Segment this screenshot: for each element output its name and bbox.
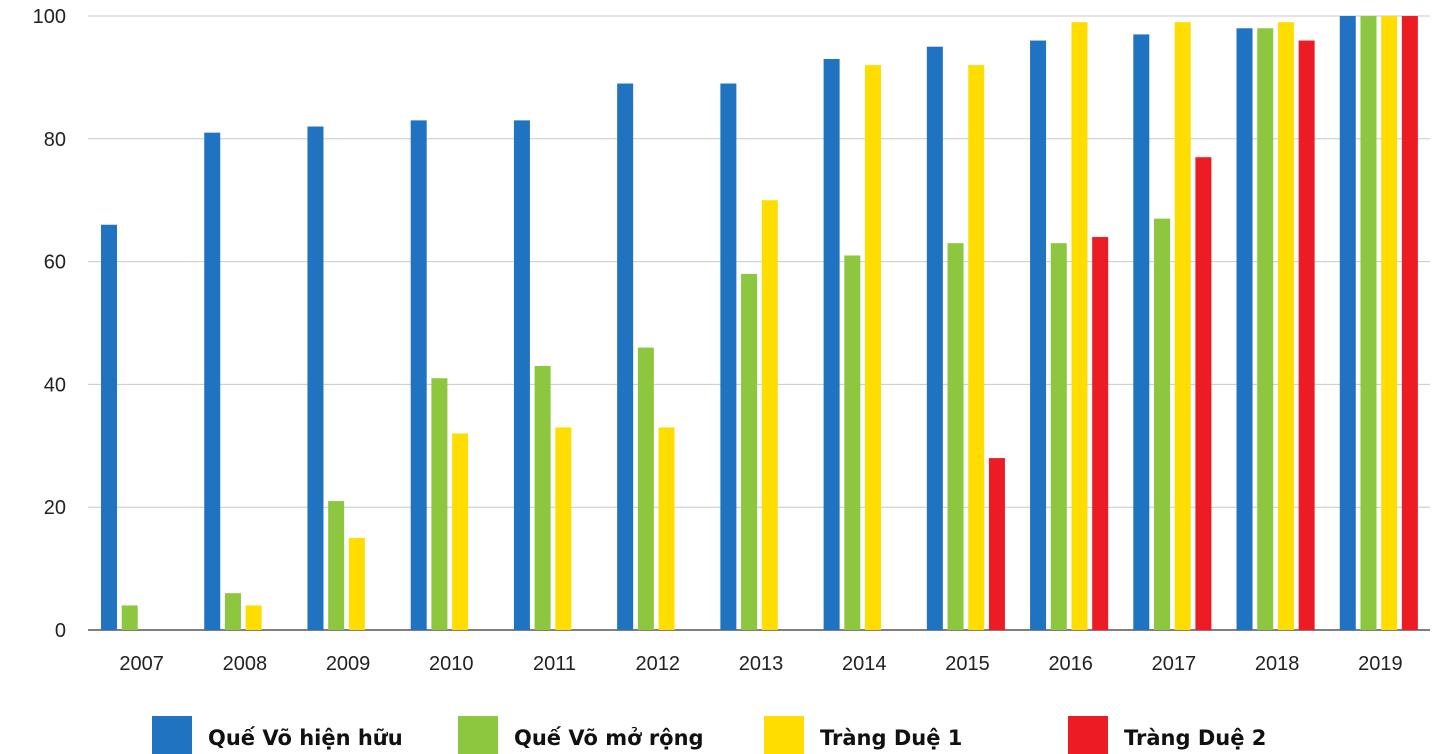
legend-label: Tràng Duệ 1 (820, 726, 962, 750)
bar-3-2010 (452, 433, 469, 630)
legend-label: Quế Võ mở rộng (514, 726, 704, 750)
bar-2-2014 (844, 255, 861, 630)
legend-item-1: Quế Võ hiện hữu (152, 716, 403, 754)
x-tick-label: 2019 (1358, 653, 1403, 675)
x-tick-label: 2009 (326, 653, 371, 675)
bars (101, 16, 1418, 631)
y-tick-label: 40 (44, 374, 66, 396)
y-tick-label: 20 (44, 497, 66, 519)
bar-2-2015 (947, 243, 964, 630)
bar-1-2016 (1030, 40, 1047, 631)
x-tick-label: 2016 (1048, 653, 1093, 675)
bar-1-2018 (1236, 28, 1253, 630)
legend-item-2: Quế Võ mở rộng (458, 716, 704, 754)
bar-2-2017 (1154, 218, 1171, 630)
y-tick-label: 60 (44, 252, 66, 274)
bar-1-2013 (720, 83, 737, 631)
bar-2-2011 (534, 365, 551, 630)
bar-1-2008 (204, 132, 221, 630)
bar-4-2017 (1195, 157, 1212, 630)
legend: Quế Võ hiện hữu Quế Võ mở rộng Tràng Duệ 1… (152, 716, 1266, 754)
x-axis-ticks: 2007 2008 2009 2010 2011 2012 2013 2014 2015 2016… (119, 653, 1402, 675)
bar-3-2014 (865, 65, 882, 631)
bar-1-2009 (307, 126, 324, 631)
bar-1-2012 (617, 83, 634, 631)
legend-label: Tràng Duệ 2 (1124, 726, 1266, 750)
bar-1-2017 (1133, 34, 1150, 631)
bar-2-2018 (1257, 28, 1274, 630)
bar-1-2011 (513, 120, 530, 630)
y-tick-label: 80 (44, 129, 66, 151)
bar-4-2016 (1092, 237, 1109, 631)
bar-3-2016 (1071, 22, 1088, 630)
legend-swatch (764, 716, 804, 754)
bar-2-2010 (431, 378, 448, 630)
bar-2-2013 (741, 273, 758, 630)
y-tick-label: 100 (33, 6, 66, 28)
bar-1-2015 (926, 46, 943, 630)
y-axis-ticks: 0 20 40 60 80 100 (33, 6, 66, 642)
x-tick-label: 2017 (1152, 653, 1197, 675)
legend-swatch (458, 716, 498, 754)
bar-3-2019 (1381, 16, 1398, 630)
legend-swatch (1068, 716, 1108, 754)
legend-item-3: Tràng Duệ 1 (764, 716, 962, 754)
y-tick-label: 0 (55, 620, 66, 642)
x-tick-label: 2007 (119, 653, 164, 675)
bar-3-2013 (761, 200, 778, 630)
bar-3-2017 (1174, 22, 1191, 630)
bar-3-2008 (245, 605, 262, 630)
bar-3-2015 (968, 65, 985, 631)
x-tick-label: 2011 (533, 653, 576, 675)
legend-swatch (152, 716, 192, 754)
x-tick-label: 2018 (1255, 653, 1300, 675)
x-tick-label: 2015 (945, 653, 990, 675)
bar-4-2018 (1298, 40, 1315, 631)
bar-3-2012 (658, 427, 675, 630)
bar-2-2008 (224, 593, 241, 630)
bar-4-2015 (988, 458, 1005, 630)
bar-1-2019 (1339, 16, 1356, 630)
bar-3-2011 (555, 427, 572, 630)
bar-1-2010 (410, 120, 427, 630)
x-tick-label: 2013 (739, 653, 784, 675)
bar-4-2019 (1401, 16, 1418, 630)
x-tick-label: 2012 (636, 653, 681, 675)
bar-2-2012 (637, 347, 654, 630)
bar-3-2018 (1277, 22, 1294, 630)
x-tick-label: 2008 (223, 653, 268, 675)
legend-item-4: Tràng Duệ 2 (1068, 716, 1266, 754)
bar-2-2007 (121, 605, 138, 630)
bar-2-2016 (1050, 243, 1067, 630)
bar-1-2007 (101, 224, 117, 630)
bar-3-2009 (348, 537, 365, 630)
bar-2-2019 (1360, 16, 1377, 630)
x-tick-label: 2014 (842, 653, 887, 675)
x-tick-label: 2010 (429, 653, 474, 675)
bar-1-2014 (823, 58, 840, 631)
bar-2-2009 (328, 501, 345, 630)
legend-label: Quế Võ hiện hữu (208, 726, 403, 750)
gridlines (88, 15, 1430, 631)
